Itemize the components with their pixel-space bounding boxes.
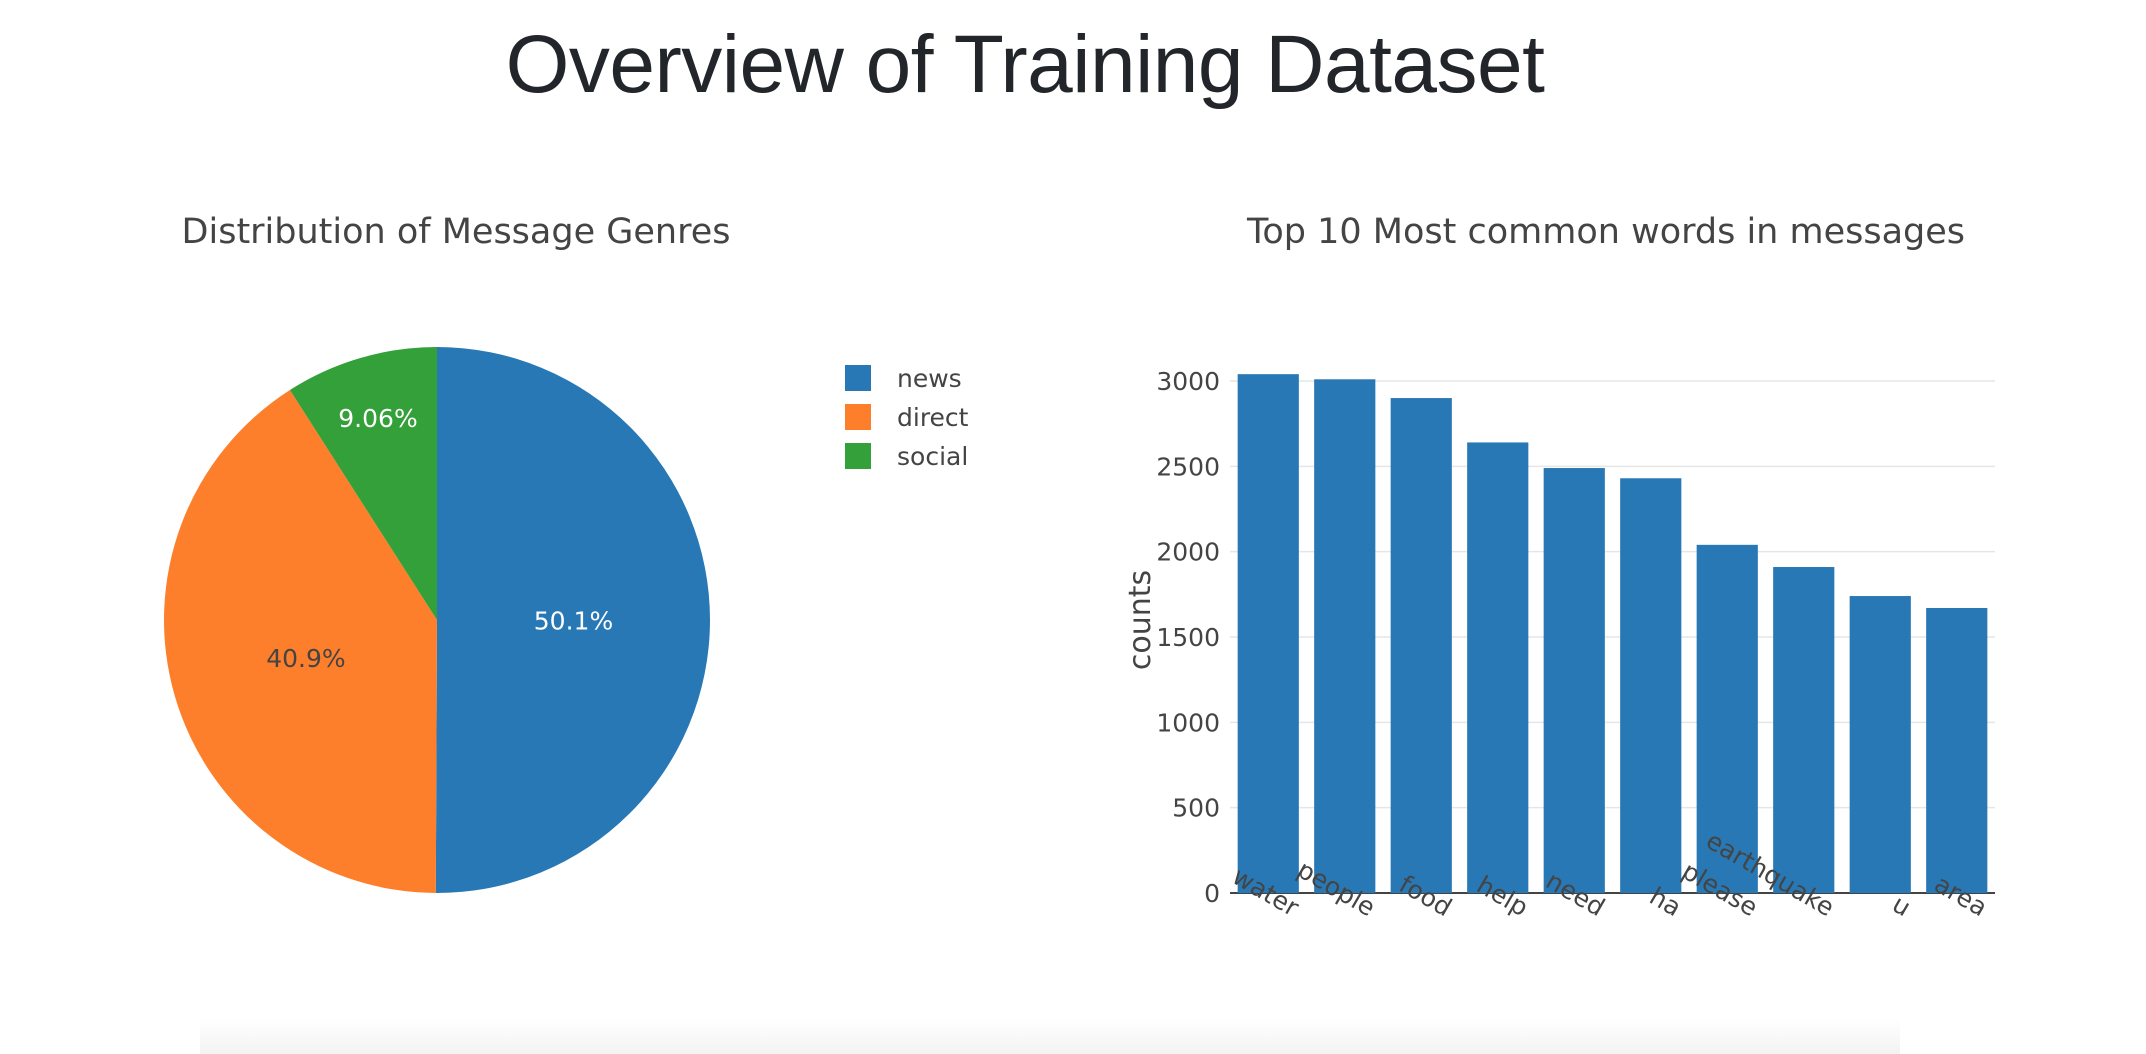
legend-label-social: social	[897, 442, 968, 471]
legend-item-direct[interactable]: direct	[845, 403, 969, 432]
legend-item-news[interactable]: news	[845, 364, 962, 393]
bar-water	[1237, 374, 1299, 893]
bar-ha	[1620, 478, 1682, 893]
y-tick-1000: 1000	[1156, 708, 1220, 737]
pie-label-direct: 40.9%	[266, 644, 345, 673]
pie-chart: Distribution of Message Genres 50.1% 40.9…	[164, 212, 969, 894]
pie-slice-direct	[164, 390, 437, 893]
pie-slices	[164, 347, 711, 894]
bar-series	[1237, 374, 1988, 893]
pie-legend: news direct social	[845, 364, 969, 471]
x-tick-u: u	[1888, 889, 1916, 922]
pie-slice-labels: 50.1% 40.9% 9.06%	[266, 404, 613, 673]
y-tick-500: 500	[1172, 794, 1220, 823]
y-tick-3000: 3000	[1156, 367, 1220, 396]
pie-chart-title: Distribution of Message Genres	[182, 212, 731, 252]
pie-slice-social	[289, 347, 437, 620]
bottom-shadow	[200, 1018, 1900, 1054]
pie-label-social: 9.06%	[338, 404, 417, 433]
bar-y-axis-title: counts	[1123, 570, 1158, 670]
legend-swatch-social	[845, 443, 871, 469]
bar-y-tick-labels: 0 500 1000 1500 2000 2500 3000	[1156, 367, 1220, 908]
bar-u	[1849, 596, 1911, 893]
y-tick-2000: 2000	[1156, 538, 1220, 567]
y-tick-0: 0	[1204, 879, 1220, 908]
legend-swatch-direct	[845, 404, 871, 430]
bar-chart: Top 10 Most common words in messages 0 50…	[1123, 212, 1995, 923]
legend-item-social[interactable]: social	[845, 442, 968, 471]
legend-swatch-news	[845, 365, 871, 391]
bar-earthquake	[1773, 567, 1835, 893]
bar-area	[1926, 607, 1988, 893]
bar-people	[1314, 379, 1376, 893]
bar-need	[1543, 468, 1605, 893]
y-tick-2500: 2500	[1156, 452, 1220, 481]
bar-please	[1696, 544, 1758, 893]
bar-chart-title: Top 10 Most common words in messages	[1246, 212, 1965, 252]
bar-food	[1390, 398, 1452, 893]
legend-label-direct: direct	[897, 403, 969, 432]
pie-label-news: 50.1%	[534, 606, 613, 635]
page-title: Overview of Training Dataset	[505, 19, 1545, 110]
y-tick-1500: 1500	[1156, 623, 1220, 652]
bar-help	[1467, 442, 1529, 893]
legend-label-news: news	[897, 364, 962, 393]
pie-slice-news	[435, 347, 711, 894]
